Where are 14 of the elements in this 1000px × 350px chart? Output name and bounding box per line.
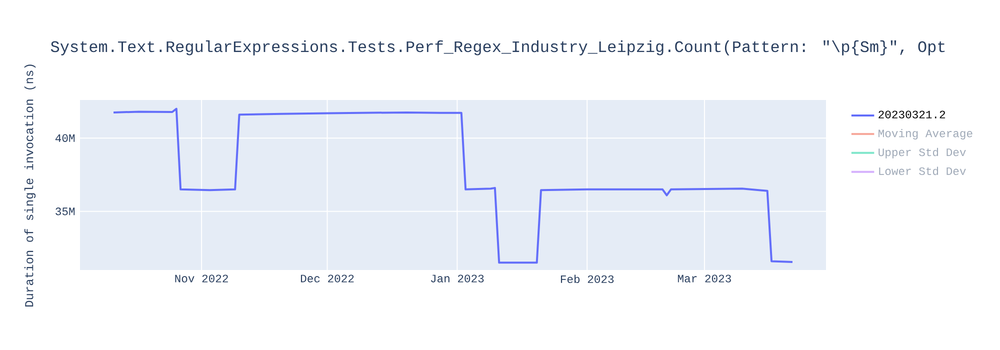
y-tick-label: 40M — [55, 134, 75, 142]
legend-label: Lower Std Dev — [879, 166, 966, 176]
legend-label: 20230321.2 — [878, 110, 946, 118]
y-tick-label: 35M — [56, 208, 75, 216]
y-axis-title: Duration of single invocation (ns) — [24, 64, 36, 306]
legend-label: Upper Std Dev — [878, 148, 966, 158]
x-tick-label: Nov 2022 — [175, 274, 228, 282]
x-tick-label: Feb 2023 — [560, 274, 614, 284]
chart-title: System.Text.RegularExpressions.Tests.Perf_Regex_Industry_Leipzig.Count(Pattern: "\p{Sm}", Opt — [50, 40, 945, 56]
legend-label: Moving Average — [878, 128, 972, 140]
x-tick-label: Jan 2023 — [430, 274, 484, 282]
x-tick-label: Mar 2023 — [678, 274, 731, 282]
line-series — [112, 108, 794, 264]
x-tick-label: Dec 2022 — [300, 274, 354, 282]
